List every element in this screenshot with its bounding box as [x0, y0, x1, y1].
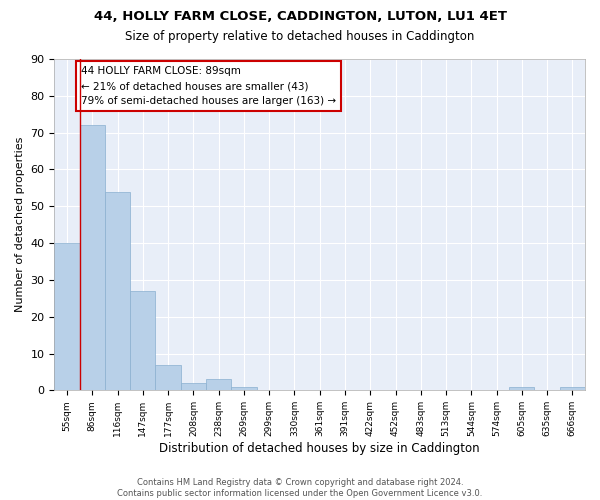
Bar [55, 243, 80, 390]
Text: Contains HM Land Registry data © Crown copyright and database right 2024.
Contai: Contains HM Land Registry data © Crown c… [118, 478, 482, 498]
Text: 44 HOLLY FARM CLOSE: 89sqm
← 21% of detached houses are smaller (43)
79% of semi: 44 HOLLY FARM CLOSE: 89sqm ← 21% of deta… [81, 66, 336, 106]
Bar [181, 383, 206, 390]
X-axis label: Distribution of detached houses by size in Caddington: Distribution of detached houses by size … [160, 442, 480, 455]
Bar [80, 126, 105, 390]
Bar [130, 291, 155, 390]
Bar [155, 364, 181, 390]
Bar [560, 386, 585, 390]
Bar [231, 386, 257, 390]
Text: 44, HOLLY FARM CLOSE, CADDINGTON, LUTON, LU1 4ET: 44, HOLLY FARM CLOSE, CADDINGTON, LUTON,… [94, 10, 506, 23]
Bar [509, 386, 535, 390]
Bar [206, 380, 231, 390]
Text: Size of property relative to detached houses in Caddington: Size of property relative to detached ho… [125, 30, 475, 43]
Bar [105, 192, 130, 390]
Y-axis label: Number of detached properties: Number of detached properties [15, 137, 25, 312]
